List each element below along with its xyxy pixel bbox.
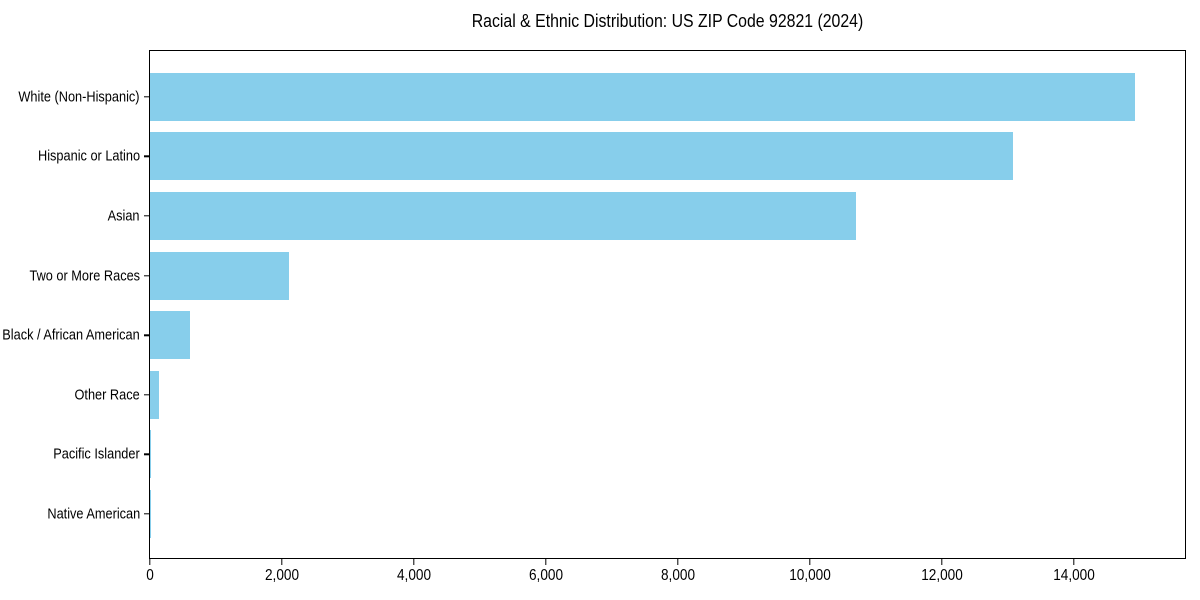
bar-row-pacific-islander: Pacific Islander: [54, 425, 1185, 485]
x-tick-mark: [677, 559, 679, 565]
x-tick-label: 4,000: [396, 567, 432, 584]
category-label-two-or-more-races: Two or More Races: [29, 267, 140, 285]
x-tick-mark: [809, 559, 811, 565]
y-tick-mark: [144, 513, 150, 515]
bar-other-race: [150, 370, 159, 419]
category-label-hispanic-or-latino: Hispanic or Latino: [37, 147, 140, 165]
plot-area: White (Non-Hispanic) Hispanic or Latino As…: [3, 50, 1186, 584]
category-label-white-non-hispanic: White (Non-Hispanic): [18, 88, 140, 106]
category-label-black-african-american: Black / African American: [2, 326, 140, 344]
x-tick-label: 12,000: [921, 567, 963, 584]
bar-row-black-african-american: Black / African American: [3, 305, 1185, 365]
category-label-other-race: Other Race: [74, 386, 140, 404]
x-tick-label: 6,000: [529, 567, 564, 584]
bar-hispanic-or-latino: [150, 132, 1014, 181]
category-label-asian: Asian: [108, 207, 140, 225]
x-tick-label: 0: [146, 567, 154, 584]
x-tick-label: 10,000: [789, 567, 831, 584]
y-tick-mark: [144, 96, 150, 98]
y-tick-mark: [144, 155, 150, 158]
x-tick-mark: [149, 559, 151, 565]
bar-row-hispanic-or-latino: Hispanic or Latino: [38, 127, 1185, 187]
x-tick-mark: [281, 559, 283, 565]
bar-rows-container: White (Non-Hispanic) Hispanic or Latino As…: [3, 51, 1185, 558]
bar-white-non-hispanic: [150, 72, 1136, 121]
category-label-pacific-islander: Pacific Islander: [53, 445, 140, 463]
bar-two-or-more-races: [150, 251, 289, 300]
bar-row-native-american: Native American: [47, 484, 1185, 544]
x-tick-mark: [1073, 559, 1075, 565]
bar-pacific-islander: [150, 430, 152, 479]
bar-row-white-non-hispanic: White (Non-Hispanic): [19, 67, 1185, 127]
x-tick-label: 8,000: [661, 567, 696, 584]
y-tick-mark: [144, 274, 150, 277]
y-tick-mark: [144, 394, 150, 396]
bar-row-other-race: Other Race: [75, 365, 1185, 425]
bar-asian: [150, 191, 856, 240]
bar-black-african-american: [150, 311, 191, 360]
x-tick-mark: [413, 559, 415, 565]
x-tick-mark: [941, 559, 943, 565]
bar-row-asian: Asian: [108, 186, 1185, 246]
bar-native-american: [150, 489, 151, 538]
bar-row-two-or-more-races: Two or More Races: [29, 246, 1185, 306]
x-tick-label: 14,000: [1053, 567, 1095, 584]
y-tick-mark: [144, 453, 150, 456]
y-tick-mark: [144, 334, 150, 336]
chart-title: Racial & Ethnic Distribution: US ZIP Cod…: [471, 11, 864, 31]
x-tick-label: 2,000: [264, 567, 300, 584]
y-tick-mark: [144, 215, 150, 217]
category-label-native-american: Native American: [47, 505, 140, 523]
x-tick-mark: [545, 559, 547, 565]
